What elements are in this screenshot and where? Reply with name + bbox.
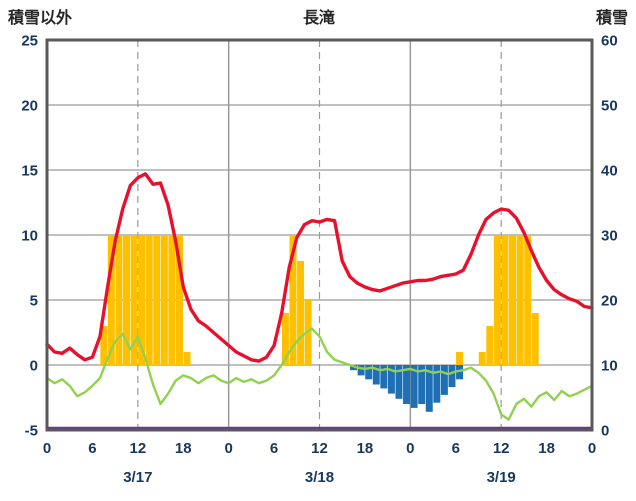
- sunshine-bars: [478, 352, 486, 365]
- sunshine-bars: [456, 352, 464, 365]
- sunshine-bars: [516, 235, 524, 365]
- right-axis-tick: 60: [601, 33, 618, 50]
- x-axis-tick: 12: [493, 440, 510, 457]
- sunshine-bars: [531, 313, 539, 365]
- sunshine-bars: [501, 235, 509, 365]
- sunshine-bars: [168, 235, 176, 365]
- x-axis-tick: 0: [43, 440, 51, 457]
- x-axis-tick: 0: [588, 440, 596, 457]
- x-axis-tick: 18: [538, 440, 555, 457]
- right-axis-tick: 10: [601, 358, 618, 375]
- left-axis-tick: 20: [21, 98, 38, 115]
- date-label: 3/17: [123, 469, 152, 486]
- sunshine-bars: [145, 235, 153, 365]
- snowfall-bars: [372, 365, 380, 385]
- snowfall-bars: [387, 365, 395, 394]
- sunshine-bars: [493, 235, 501, 365]
- chart-title: 長滝: [303, 8, 335, 27]
- snowfall-bars: [448, 365, 456, 388]
- x-axis-tick: 18: [175, 440, 192, 457]
- snowfall-bars: [425, 365, 433, 412]
- sunshine-bars: [130, 235, 138, 365]
- right-axis-tick: 50: [601, 98, 618, 115]
- right-axis-tick: 30: [601, 228, 618, 245]
- sunshine-bars: [100, 326, 108, 365]
- x-axis-tick: 0: [224, 440, 232, 457]
- sunshine-bars: [153, 235, 161, 365]
- x-axis-tick: 12: [311, 440, 328, 457]
- plot-border: [45, 38, 594, 432]
- left-axis-tick: 15: [21, 163, 38, 180]
- left-axis-title: 積雪以外: [7, 8, 72, 27]
- snowfall-bars: [418, 365, 426, 404]
- snowfall-bars: [395, 365, 403, 399]
- snowfall-bars: [410, 365, 418, 408]
- sunshine-bars: [289, 235, 297, 365]
- left-axis-tick: -5: [25, 423, 38, 440]
- sunshine-bars: [297, 261, 305, 365]
- right-axis-tick: 20: [601, 293, 618, 310]
- left-axis-tick: 5: [30, 293, 38, 310]
- sunshine-bars: [281, 313, 289, 365]
- sunshine-bars: [138, 235, 146, 365]
- snowfall-bars: [365, 365, 373, 380]
- x-axis-tick: 12: [129, 440, 146, 457]
- right-axis-title: 積雪: [595, 8, 628, 27]
- x-axis-tick: 18: [357, 440, 374, 457]
- temperature-line: [45, 172, 594, 363]
- left-axis-tick: 25: [21, 33, 38, 50]
- sunshine-bars: [115, 235, 123, 365]
- snowfall-bars: [403, 365, 411, 404]
- x-axis-tick: 6: [88, 440, 96, 457]
- sunshine-bars: [160, 235, 168, 365]
- sunshine-bars: [107, 235, 115, 365]
- snowfall-bars: [433, 365, 441, 403]
- sunshine-bars: [175, 235, 183, 365]
- left-axis-tick: 0: [30, 358, 38, 375]
- right-axis-tick: 40: [601, 163, 618, 180]
- sunshine-bars: [509, 235, 517, 365]
- snowfall-bars: [456, 365, 464, 380]
- x-axis-tick: 6: [270, 440, 278, 457]
- date-label: 3/18: [305, 469, 334, 486]
- snowfall-bars: [350, 365, 358, 371]
- snowfall-bars: [380, 365, 388, 389]
- left-axis-tick: 10: [21, 228, 38, 245]
- x-axis-tick: 6: [452, 440, 460, 457]
- sunshine-bars: [486, 326, 494, 365]
- x-axis-tick: 0: [406, 440, 414, 457]
- sunshine-bars: [524, 235, 532, 365]
- snowfall-bars: [357, 365, 365, 376]
- secondary-line: [45, 327, 594, 421]
- sunshine-bars: [183, 352, 191, 365]
- snowfall-bars: [440, 365, 448, 395]
- right-axis-tick: 0: [601, 423, 609, 440]
- sunshine-bars: [122, 235, 130, 365]
- date-label: 3/19: [487, 469, 516, 486]
